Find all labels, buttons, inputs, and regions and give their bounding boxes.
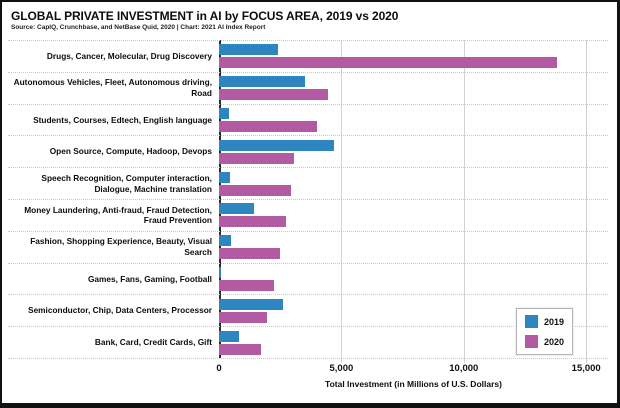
bar-2020 <box>219 279 275 291</box>
bar-group <box>219 264 608 295</box>
x-tick-label: 0 <box>216 363 222 374</box>
category-label: Speech Recognition, Computer interaction… <box>41 172 212 194</box>
bar-2020 <box>219 120 317 132</box>
category-label: Autonomous Vehicles, Fleet, Autonomous d… <box>13 77 212 99</box>
category-row: Fashion, Shopping Experience, Beauty, Vi… <box>8 230 608 263</box>
bar-group <box>219 136 608 167</box>
bar-group <box>219 327 608 358</box>
gridline <box>341 40 343 363</box>
x-tick-label: 15,000 <box>571 363 601 374</box>
chart-source-caption: Source: CapIQ, Crunchbase, and NetBase Q… <box>11 24 266 31</box>
bar-group <box>219 295 608 326</box>
gridline <box>463 40 465 363</box>
bar-2019 <box>219 44 278 56</box>
category-row: Open Source, Compute, Hadoop, Devops <box>8 135 608 167</box>
x-axis-title: Total Investment (in Millions of U.S. Do… <box>325 379 502 389</box>
bar-2020 <box>219 343 261 355</box>
legend-swatch-2020 <box>525 335 538 348</box>
bar-2019 <box>219 139 335 151</box>
bar-2019 <box>219 298 283 310</box>
category-label: Games, Fans, Gaming, Football <box>87 273 212 284</box>
bar-2020 <box>219 57 557 69</box>
category-row: Speech Recognition, Computer interaction… <box>8 167 608 199</box>
category-row: Money Laundering, Anti-fraud, Fraud Dete… <box>8 198 608 231</box>
category-row: Students, Courses, Edtech, English langu… <box>8 103 608 136</box>
legend: 2019 2020 <box>516 308 574 355</box>
category-label: Semiconductor, Chip, Data Centers, Proce… <box>28 305 212 316</box>
bar-2019 <box>219 107 230 119</box>
category-row: Bank, Card, Credit Cards, Gift <box>8 326 608 358</box>
legend-label: 2020 <box>544 336 565 347</box>
bar-2020 <box>219 248 281 260</box>
bar-2019 <box>219 330 240 342</box>
category-rows: Drugs, Cancer, Molecular, Drug Discovery… <box>8 40 608 359</box>
legend-entry-2019: 2019 <box>525 315 564 328</box>
category-label: Students, Courses, Edtech, English langu… <box>33 114 212 125</box>
bar-group <box>219 168 608 199</box>
category-row: Autonomous Vehicles, Fleet, Autonomous d… <box>8 71 608 104</box>
bar-2019 <box>219 266 221 278</box>
legend-label: 2019 <box>544 316 565 327</box>
bar-2020 <box>219 89 328 101</box>
bar-group <box>219 41 608 72</box>
category-label: Drugs, Cancer, Molecular, Drug Discovery <box>46 51 212 61</box>
bar-2019 <box>219 76 305 88</box>
category-label: Bank, Card, Credit Cards, Gift <box>94 337 212 348</box>
bar-group <box>219 232 608 263</box>
bar-group <box>219 73 608 104</box>
category-label: Open Source, Compute, Hadoop, Devops <box>49 146 212 157</box>
x-tick-label: 5,000 <box>329 363 354 374</box>
category-label: Money Laundering, Anti-fraud, Fraud Dete… <box>24 204 212 226</box>
bar-group <box>219 105 608 136</box>
category-label: Fashion, Shopping Experience, Beauty, Vi… <box>30 236 212 258</box>
bar-2020 <box>219 216 287 228</box>
chart-title: GLOBAL PRIVATE INVESTMENT in AI by FOCUS… <box>11 9 399 23</box>
category-row: Games, Fans, Gaming, Football <box>8 262 608 295</box>
bar-2020 <box>219 152 294 164</box>
category-row: Semiconductor, Chip, Data Centers, Proce… <box>8 294 608 326</box>
bar-2020 <box>219 311 267 323</box>
x-tick-label: 10,000 <box>449 363 479 374</box>
bar-2019 <box>219 235 232 247</box>
legend-swatch-2019 <box>525 315 538 328</box>
legend-entry-2020: 2020 <box>525 335 564 348</box>
bar-2019 <box>219 203 255 215</box>
bar-2020 <box>219 184 292 196</box>
bar-2019 <box>219 171 231 183</box>
category-row: Drugs, Cancer, Molecular, Drug Discovery <box>8 40 608 72</box>
gridline <box>586 40 588 363</box>
bar-group <box>219 200 608 231</box>
